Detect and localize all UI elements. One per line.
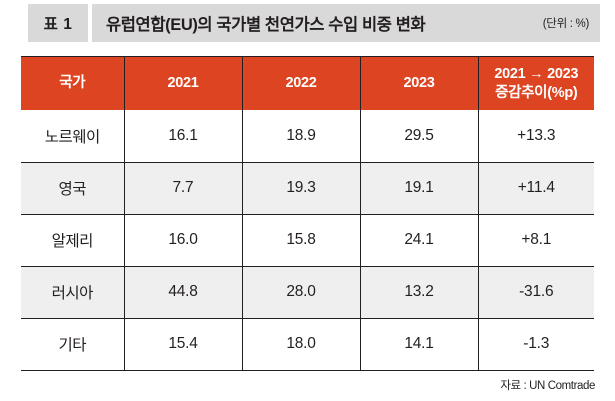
table-body: 노르웨이 16.1 18.9 29.5 +13.3 영국 7.7 19.3 19… [21,110,594,370]
cell-2023: 24.1 [359,214,478,267]
cell-2021: 15.4 [123,318,242,370]
cell-2023: 19.1 [359,162,478,215]
source-note: 자료 : UN Comtrade [500,380,595,392]
cell-delta: +13.3 [477,110,594,163]
cell-2021: 16.1 [123,110,242,163]
cell-delta: -1.3 [477,318,594,370]
figure-title-bar: 표 1 유럽연합(EU)의 국가별 천연가스 수입 비중 변화 (단위 : %) [28,4,600,42]
column-header-delta-line2: 증감추이(%p) [495,84,578,101]
table-header: 국가 2021 2022 2023 2021 → 2023 증감추이(%p) [21,56,594,110]
unit-note: (단위 : %) [542,18,590,30]
cell-2022: 15.8 [241,214,360,267]
column-header-2021: 2021 [123,56,242,110]
cell-2023: 29.5 [359,110,478,163]
table-row: 알제리 16.0 15.8 24.1 +8.1 [21,214,594,267]
data-table-wrapper: 국가 2021 2022 2023 2021 → 2023 증감추이(%p) [21,56,594,371]
column-header-2022-label: 2022 [285,75,317,92]
column-header-2023: 2023 [359,56,478,110]
cell-country: 노르웨이 [21,110,124,163]
cell-2023: 14.1 [359,318,478,370]
data-table: 국가 2021 2022 2023 2021 → 2023 증감추이(%p) [21,56,594,371]
cell-delta: +8.1 [477,214,594,267]
column-header-2023-label: 2023 [403,75,435,92]
figure-title-block: 유럽연합(EU)의 국가별 천연가스 수입 비중 변화 (단위 : %) [92,4,600,42]
column-header-delta-line1: 2021 → 2023 [494,65,579,82]
cell-2021: 7.7 [123,162,242,215]
column-header-country: 국가 [21,56,124,110]
cell-delta: +11.4 [477,162,594,215]
column-header-country-label: 국가 [59,75,86,92]
title-divider [88,4,92,42]
cell-delta: -31.6 [477,266,594,319]
figure-number-label: 표 1 [28,4,88,42]
column-header-2022: 2022 [241,56,360,110]
cell-country: 영국 [21,162,124,215]
cell-country: 기타 [21,318,124,370]
cell-2022: 18.9 [241,110,360,163]
column-header-delta: 2021 → 2023 증감추이(%p) [477,56,594,110]
cell-country: 알제리 [21,214,124,267]
table-row: 러시아 44.8 28.0 13.2 -31.6 [21,266,594,319]
cell-2021: 16.0 [123,214,242,267]
table-header-row: 국가 2021 2022 2023 2021 → 2023 증감추이(%p) [21,56,594,110]
cell-2023: 13.2 [359,266,478,319]
page-title: 유럽연합(EU)의 국가별 천연가스 수입 비중 변화 [106,16,426,34]
cell-2021: 44.8 [123,266,242,319]
cell-2022: 18.0 [241,318,360,370]
cell-2022: 28.0 [241,266,360,319]
column-header-2021-label: 2021 [167,75,199,92]
table-row: 기타 15.4 18.0 14.1 -1.3 [21,318,594,370]
cell-country: 러시아 [21,266,124,319]
cell-2022: 19.3 [241,162,360,215]
table-row: 영국 7.7 19.3 19.1 +11.4 [21,162,594,215]
table-row: 노르웨이 16.1 18.9 29.5 +13.3 [21,110,594,163]
